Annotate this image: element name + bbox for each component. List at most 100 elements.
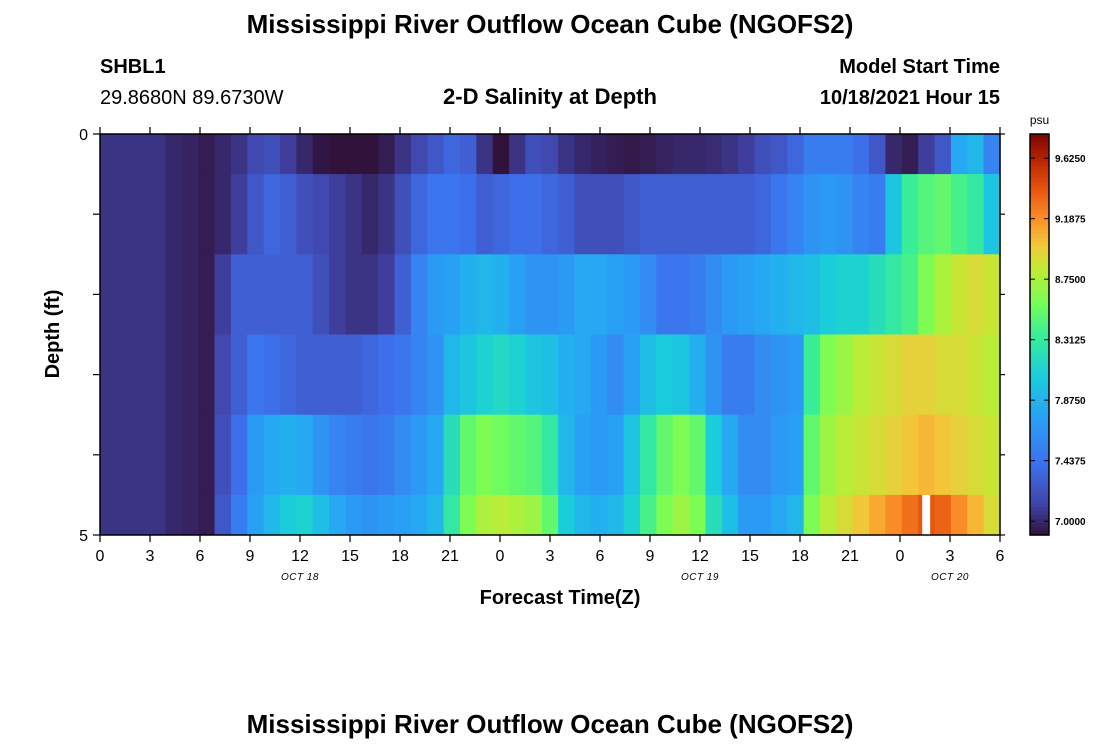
- heatmap-cell: [820, 334, 837, 416]
- colorbar-segment: [1030, 526, 1049, 532]
- colorbar-segment: [1030, 170, 1049, 175]
- heatmap-cell: [590, 174, 608, 255]
- heatmap-cell: [165, 254, 183, 335]
- heatmap-cell: [345, 254, 363, 335]
- x-tick-label: 6: [996, 548, 1005, 565]
- heatmap-cell: [230, 414, 248, 496]
- colorbar-segment: [1030, 278, 1049, 283]
- heatmap-cell: [214, 494, 232, 536]
- heatmap-cell: [738, 254, 756, 335]
- heatmap-cell: [885, 174, 903, 255]
- heatmap-cell: [590, 494, 608, 536]
- heatmap-cell: [934, 334, 952, 416]
- heatmap-cell: [345, 174, 363, 255]
- heatmap-cell: [574, 174, 592, 255]
- heatmap-cell: [558, 254, 576, 335]
- x-tick-label: 21: [441, 548, 459, 565]
- heatmap-cell: [803, 334, 821, 416]
- plot-title: 2-D Salinity at Depth: [443, 84, 657, 109]
- heatmap-cell: [476, 174, 494, 255]
- heatmap-cell: [607, 254, 625, 335]
- colorbar-segment: [1030, 350, 1049, 356]
- colorbar-segment: [1030, 254, 1049, 259]
- heatmap-cell: [803, 414, 821, 496]
- heatmap-cell: [656, 414, 674, 496]
- colorbar-segment: [1030, 386, 1049, 392]
- heatmap-cell: [721, 174, 739, 255]
- heatmap-cell: [918, 254, 936, 335]
- heatmap-cell: [820, 174, 837, 255]
- heatmap-cell: [770, 494, 788, 536]
- heatmap-cell: [754, 174, 772, 255]
- heatmap-cell: [181, 494, 199, 536]
- heatmap-cell: [885, 134, 903, 175]
- heatmap-cell: [181, 414, 199, 496]
- colorbar-segment: [1030, 234, 1049, 239]
- heatmap-cell: [574, 334, 592, 416]
- x-tick-label: 15: [341, 548, 359, 565]
- heatmap-cell: [149, 414, 167, 496]
- colorbar-segment: [1030, 326, 1049, 332]
- heatmap-cell: [149, 494, 167, 536]
- colorbar-segment: [1030, 334, 1049, 340]
- heatmap-cell: [476, 494, 494, 536]
- heatmap-cell: [525, 254, 543, 335]
- heatmap-cell: [116, 494, 134, 536]
- heatmap-cell: [345, 334, 363, 416]
- colorbar-segment: [1030, 458, 1049, 464]
- heatmap-cell: [836, 494, 854, 536]
- heatmap-cell: [280, 414, 297, 496]
- colorbar-segment: [1030, 310, 1049, 316]
- heatmap-cell: [443, 134, 461, 175]
- station-coordinates: 29.8680N 89.6730W: [100, 87, 284, 109]
- heatmap-cell: [558, 494, 576, 536]
- heatmap-cell: [394, 494, 412, 536]
- heatmap-cell: [198, 334, 216, 416]
- heatmap-cell: [329, 134, 347, 175]
- heatmap-cell: [950, 174, 968, 255]
- colorbar-segment: [1030, 198, 1049, 203]
- heatmap-cell: [738, 334, 756, 416]
- colorbar-tick-label: 8.3125: [1055, 336, 1086, 347]
- colorbar-segment: [1030, 366, 1049, 372]
- heatmap-cell: [100, 334, 117, 416]
- heatmap-cell: [656, 254, 674, 335]
- y-axis-label: Depth (ft): [42, 290, 64, 379]
- x-tick-label: 0: [96, 548, 105, 565]
- heatmap-cell: [263, 494, 281, 536]
- colorbar-segment: [1030, 518, 1049, 524]
- heatmap-cell: [214, 254, 232, 335]
- colorbar-segment: [1030, 438, 1049, 444]
- heatmap-cell: [492, 414, 510, 496]
- heatmap-cell: [689, 254, 707, 335]
- heatmap-cell: [198, 414, 216, 496]
- heatmap-cell: [476, 414, 494, 496]
- heatmap-cell: [361, 174, 379, 255]
- heatmap-cell: [460, 494, 477, 536]
- page-title: Mississippi River Outflow Ocean Cube (NG…: [246, 9, 854, 39]
- heatmap-cell: [983, 254, 1001, 335]
- heatmap-cell: [803, 494, 821, 536]
- heatmap-cell: [525, 494, 543, 536]
- heatmap-cell: [541, 174, 559, 255]
- heatmap-cell: [950, 414, 968, 496]
- heatmap-cell: [852, 494, 870, 536]
- heatmap-cell: [656, 494, 674, 536]
- heatmap-cell: [721, 254, 739, 335]
- heatmap-cell: [558, 174, 576, 255]
- x-tick-label: 6: [196, 548, 205, 565]
- heatmap-cell: [394, 334, 412, 416]
- heatmap-cell: [230, 334, 248, 416]
- x-tick-label: 9: [246, 548, 255, 565]
- heatmap-cell: [869, 414, 887, 496]
- heatmap-cell: [885, 414, 903, 496]
- colorbar-segment: [1030, 314, 1049, 320]
- heatmap-cell: [770, 174, 788, 255]
- colorbar-segment: [1030, 250, 1049, 255]
- colorbar-segment: [1030, 478, 1049, 484]
- heatmap-cell: [607, 334, 625, 416]
- model-start-label: Model Start Time: [839, 56, 1000, 78]
- colorbar-segment: [1030, 202, 1049, 207]
- heatmap-cell: [705, 414, 723, 496]
